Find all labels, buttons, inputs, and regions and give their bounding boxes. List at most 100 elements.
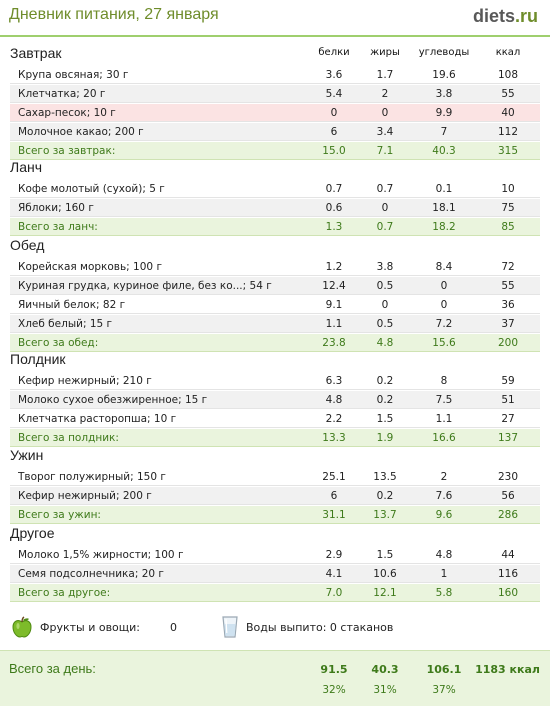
logo-main: diets — [472, 6, 515, 26]
food-carbs: 0 — [440, 299, 448, 311]
food-kcal: 116 — [497, 568, 519, 580]
food-kcal: 10 — [501, 183, 515, 195]
food-carbs: 3.8 — [435, 88, 453, 100]
header-divider — [0, 35, 550, 37]
food-carbs: 9.9 — [435, 107, 453, 119]
food-fat: 0.5 — [376, 280, 394, 292]
food-fat: 2 — [381, 88, 389, 100]
food-carbs: 4.8 — [435, 549, 453, 561]
food-name: Сахар-песок; 10 г — [18, 107, 116, 119]
food-fat: 0.2 — [376, 375, 394, 387]
food-fat: 0.2 — [376, 490, 394, 502]
food-row[interactable]: Молоко сухое обезжиренное; 15 г 4.8 0.2 7.5… — [10, 391, 540, 409]
food-carbs: 1.1 — [435, 413, 453, 425]
site-logo[interactable]: diets.ru — [473, 6, 538, 27]
food-kcal: 56 — [501, 490, 515, 502]
meal-total-fat: 7.1 — [376, 145, 394, 157]
meal-total-fat: 13.7 — [373, 509, 397, 521]
food-name: Семя подсолнечника; 20 г — [18, 568, 164, 580]
meal-total-protein: 23.8 — [322, 337, 346, 349]
food-row[interactable]: Творог полужирный; 150 г 25.1 13.5 2 230 — [10, 468, 540, 486]
food-row[interactable]: Куриная грудка, куриное филе, без ко...;… — [10, 277, 540, 295]
food-row[interactable]: Кофе молотый (сухой); 5 г 0.7 0.7 0.1 10 — [10, 180, 540, 198]
meal-total-label: Всего за ужин: — [18, 509, 101, 521]
meal-total-carbs: 15.6 — [432, 337, 456, 349]
food-name: Куриная грудка, куриное филе, без ко...;… — [18, 280, 272, 292]
meal-title: Ужин — [10, 447, 44, 463]
food-carbs: 2 — [440, 471, 448, 483]
apple-icon — [12, 616, 32, 638]
food-protein: 0.6 — [325, 202, 343, 214]
food-kcal: 112 — [497, 126, 519, 138]
food-row[interactable]: Яичный белок; 82 г 9.1 0 0 36 — [10, 296, 540, 314]
meal-total-fat: 4.8 — [376, 337, 394, 349]
food-fat: 0 — [381, 107, 389, 119]
food-protein: 2.2 — [325, 413, 343, 425]
food-kcal: 230 — [497, 471, 519, 483]
logo-suffix: .ru — [514, 6, 538, 26]
food-row[interactable]: Сахар-песок; 10 г 0 0 9.9 40 — [10, 104, 540, 122]
food-name: Яблоки; 160 г — [18, 202, 94, 214]
food-row[interactable]: Клетчатка; 20 г 5.4 2 3.8 55 — [10, 85, 540, 103]
food-kcal: 72 — [501, 261, 515, 273]
meal-title: Ланч — [10, 159, 42, 175]
meal-title: Завтрак — [10, 45, 62, 61]
meal-total-label: Всего за ланч: — [18, 221, 98, 233]
food-name: Клетчатка расторопша; 10 г — [18, 413, 177, 425]
food-protein: 12.4 — [322, 280, 346, 292]
food-name: Яичный белок; 82 г — [18, 299, 126, 311]
meal-total-protein: 1.3 — [325, 221, 343, 233]
food-row[interactable]: Кефир нежирный; 200 г 6 0.2 7.6 56 — [10, 487, 540, 505]
food-kcal: 36 — [501, 299, 515, 311]
meal-total-carbs: 16.6 — [432, 432, 456, 444]
food-protein: 25.1 — [322, 471, 346, 483]
food-carbs: 8.4 — [435, 261, 453, 273]
meal-total-kcal: 200 — [497, 337, 519, 349]
meal-total-protein: 31.1 — [322, 509, 346, 521]
meal-total-kcal: 286 — [497, 509, 519, 521]
food-row[interactable]: Молоко 1,5% жирности; 100 г 2.9 1.5 4.8 44 — [10, 546, 540, 564]
food-carbs: 18.1 — [432, 202, 456, 214]
food-row[interactable]: Хлеб белый; 15 г 1.1 0.5 7.2 37 — [10, 315, 540, 333]
food-row[interactable]: Молочное какао; 200 г 6 3.4 7 112 — [10, 123, 540, 141]
food-fat: 0.7 — [376, 183, 394, 195]
food-row[interactable]: Кефир нежирный; 210 г 6.3 0.2 8 59 — [10, 372, 540, 390]
meal-total-row: Всего за обед: 23.8 4.8 15.6 200 — [10, 334, 540, 352]
meal-title: Полдник — [10, 351, 66, 367]
food-kcal: 59 — [501, 375, 515, 387]
meal-total-carbs: 9.6 — [435, 509, 453, 521]
food-protein: 6.3 — [325, 375, 343, 387]
meal-total-protein: 15.0 — [322, 145, 346, 157]
day-total-protein: 91.5 — [320, 663, 348, 676]
food-kcal: 40 — [501, 107, 515, 119]
food-kcal: 51 — [501, 394, 515, 406]
meal-total-row: Всего за ужин: 31.1 13.7 9.6 286 — [10, 506, 540, 524]
meal-total-carbs: 40.3 — [432, 145, 456, 157]
water-glass-icon — [222, 616, 238, 638]
food-carbs: 7.2 — [435, 318, 453, 330]
day-total-protein-percent: 32% — [322, 684, 346, 696]
food-fat: 0 — [381, 299, 389, 311]
meal-total-carbs: 5.8 — [435, 587, 453, 599]
food-fat: 13.5 — [373, 471, 397, 483]
food-row[interactable]: Крупа овсяная; 30 г 3.6 1.7 19.6 108 — [10, 66, 540, 84]
food-kcal: 55 — [501, 280, 515, 292]
food-row[interactable]: Яблоки; 160 г 0.6 0 18.1 75 — [10, 199, 540, 217]
food-name: Клетчатка; 20 г — [18, 88, 106, 100]
food-fat: 3.8 — [376, 261, 394, 273]
food-name: Крупа овсяная; 30 г — [18, 69, 129, 81]
food-protein: 1.1 — [325, 318, 343, 330]
meal-total-row: Всего за ланч: 1.3 0.7 18.2 85 — [10, 218, 540, 236]
food-name: Кефир нежирный; 200 г — [18, 490, 152, 502]
food-protein: 3.6 — [325, 69, 343, 81]
food-carbs: 8 — [440, 375, 448, 387]
food-kcal: 75 — [501, 202, 515, 214]
food-row[interactable]: Клетчатка расторопша; 10 г 2.2 1.5 1.1 27 — [10, 410, 540, 428]
meal-title: Обед — [10, 237, 45, 253]
food-kcal: 55 — [501, 88, 515, 100]
food-row[interactable]: Семя подсолнечника; 20 г 4.1 10.6 1 116 — [10, 565, 540, 583]
food-row[interactable]: Корейская морковь; 100 г 1.2 3.8 8.4 72 — [10, 258, 540, 276]
food-protein: 6 — [330, 490, 338, 502]
food-protein: 9.1 — [325, 299, 343, 311]
meal-total-label: Всего за полдник: — [18, 432, 119, 444]
